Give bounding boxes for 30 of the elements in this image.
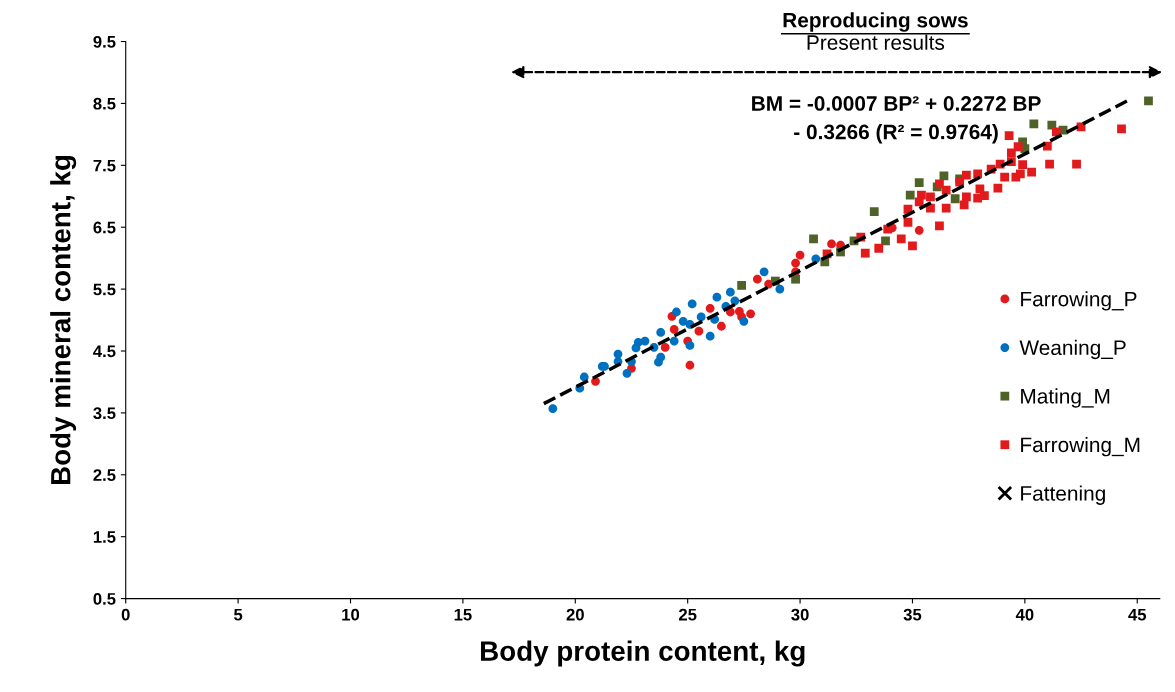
x-tick-label: 10 <box>342 608 360 621</box>
y-tick-label: 0.5 <box>93 592 116 605</box>
y-tick-label: 5.5 <box>93 283 116 296</box>
y-tick-label: 7.5 <box>93 159 116 172</box>
y-tick-label: 1.5 <box>93 531 116 543</box>
x-tick-label: 35 <box>903 608 922 621</box>
y-tick-label: 9.5 <box>93 35 116 48</box>
x-tick-label: 30 <box>791 608 809 621</box>
y-tick-label: 6.5 <box>93 221 116 234</box>
y-tick-label: 8.5 <box>93 97 116 110</box>
x-tick-label: 40 <box>1015 608 1034 621</box>
y-tick-label: 3.5 <box>93 407 116 420</box>
y-axis-title: Body mineral content, kg <box>50 155 77 485</box>
text: Reproducing sows <box>783 12 968 32</box>
legend-label: Farrowing_P <box>1021 291 1137 311</box>
x-axis-title: Body protein content, kg <box>481 640 805 667</box>
x-tick-label: 20 <box>566 608 584 621</box>
x-tick-label: 5 <box>234 608 243 621</box>
legend-label: Fattening <box>1021 485 1105 505</box>
x-tick-label: 25 <box>678 608 697 621</box>
legend-label: Farrowing_M <box>1021 436 1140 457</box>
legend-label: Weaning_P <box>1019 339 1126 360</box>
annotation: Present results <box>807 34 945 50</box>
x-tick-label: 45 <box>1128 608 1147 621</box>
legend-label: Mating_M <box>1021 388 1110 408</box>
y-tick-label: 2.5 <box>93 469 116 481</box>
y-tick-label: 4.5 <box>93 345 116 358</box>
x-tick-label: 15 <box>454 608 472 621</box>
annotation: BM = -0.0007 BP² + 0.2272 BP - 0.3266 (R² = 0.9764) <box>752 96 1041 144</box>
x-tick-label: 0 <box>121 608 130 621</box>
